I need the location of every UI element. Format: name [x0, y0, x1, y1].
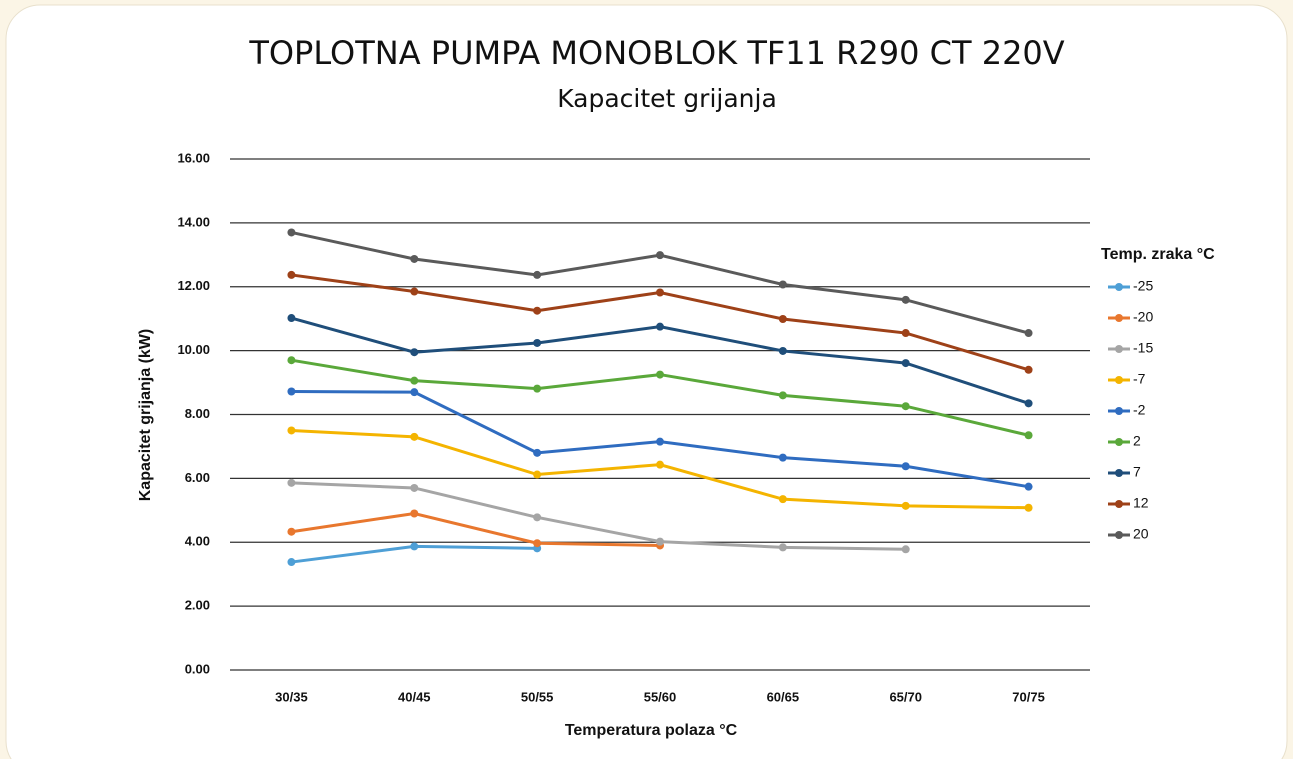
data-point	[1024, 431, 1033, 440]
data-point	[287, 314, 296, 323]
legend-label: -15	[1133, 340, 1153, 356]
x-axis-label: Temperatura polaza °C	[565, 722, 738, 739]
data-point	[410, 509, 419, 518]
data-point	[287, 527, 296, 536]
data-point	[287, 356, 296, 365]
data-point	[778, 280, 787, 289]
data-point	[287, 387, 296, 396]
legend-marker	[1115, 283, 1123, 291]
legend-label: -2	[1133, 402, 1146, 418]
data-point	[901, 359, 910, 368]
data-point	[287, 270, 296, 279]
legend-marker	[1115, 376, 1123, 384]
y-tick-label: 16.00	[177, 150, 210, 165]
card	[5, 4, 1288, 759]
data-point	[656, 537, 664, 546]
y-tick-label: 12.00	[177, 278, 210, 293]
x-tick-label: 60/65	[767, 689, 800, 704]
data-point	[533, 306, 542, 315]
y-tick-label: 2.00	[185, 598, 210, 613]
data-point	[533, 448, 542, 457]
data-point	[1024, 399, 1033, 408]
legend-marker	[1115, 500, 1123, 508]
data-point	[410, 483, 419, 492]
data-point	[533, 384, 542, 393]
data-point	[778, 346, 787, 355]
chart-title: TOPLOTNA PUMPA MONOBLOK TF11 R290 CT 220…	[248, 34, 1064, 72]
y-tick-label: 6.00	[185, 470, 210, 485]
data-point	[656, 370, 664, 379]
data-point	[410, 254, 419, 263]
data-point	[656, 437, 664, 446]
data-point	[410, 542, 419, 551]
data-point	[901, 501, 910, 510]
x-tick-label: 50/55	[521, 689, 554, 704]
data-point	[1024, 482, 1033, 491]
data-point	[287, 228, 296, 237]
data-point	[901, 402, 910, 411]
data-point	[533, 539, 542, 548]
legend-marker	[1115, 314, 1123, 322]
y-tick-label: 10.00	[177, 342, 210, 357]
y-tick-label: 8.00	[185, 406, 210, 421]
legend-marker	[1115, 469, 1123, 477]
legend-label: 12	[1133, 495, 1149, 511]
chart-subtitle: Kapacitet grijanja	[557, 84, 777, 113]
x-tick-label: 30/35	[275, 689, 308, 704]
data-point	[410, 348, 419, 357]
legend-label: 7	[1133, 464, 1141, 480]
series-line	[291, 511, 661, 547]
data-point	[901, 462, 910, 471]
data-point	[778, 495, 787, 504]
data-point	[656, 288, 664, 297]
y-axis-label: Kapacitet grijanja (kW)	[137, 329, 154, 501]
legend-label: -25	[1133, 278, 1153, 294]
y-tick-label: 4.00	[185, 534, 210, 549]
data-point	[410, 287, 419, 296]
data-point	[778, 315, 787, 324]
data-point	[533, 270, 542, 279]
series-line	[291, 481, 906, 551]
legend-label: 2	[1133, 433, 1141, 449]
data-point	[656, 322, 664, 331]
data-point	[778, 453, 787, 462]
data-point	[778, 543, 787, 552]
data-point	[1024, 365, 1033, 374]
data-point	[778, 391, 787, 400]
data-point	[410, 388, 419, 397]
data-point	[533, 470, 542, 479]
data-point	[287, 426, 296, 435]
legend-marker	[1115, 407, 1123, 415]
legend-marker	[1115, 345, 1123, 353]
legend-title: Temp. zraka °C	[1101, 246, 1215, 263]
legend-label: -7	[1133, 371, 1146, 387]
x-tick-label: 40/45	[398, 689, 431, 704]
data-point	[901, 329, 910, 338]
legend-marker	[1115, 531, 1123, 539]
data-point	[656, 460, 664, 469]
data-point	[901, 295, 910, 304]
data-point	[1024, 503, 1033, 512]
y-tick-label: 0.00	[185, 661, 210, 676]
data-point	[656, 251, 664, 260]
data-point	[533, 338, 542, 347]
data-point	[901, 545, 910, 554]
data-point	[410, 376, 419, 385]
x-tick-label: 65/70	[889, 689, 922, 704]
legend-label: -20	[1133, 309, 1153, 325]
data-point	[287, 558, 296, 567]
x-tick-label: 70/75	[1012, 689, 1045, 704]
y-tick-label: 14.00	[177, 214, 210, 229]
legend-label: 20	[1133, 526, 1149, 542]
x-tick-label: 55/60	[644, 689, 677, 704]
data-point	[1024, 329, 1033, 338]
data-point	[287, 478, 296, 487]
legend-marker	[1115, 438, 1123, 446]
data-point	[410, 432, 419, 441]
data-point	[533, 513, 542, 522]
